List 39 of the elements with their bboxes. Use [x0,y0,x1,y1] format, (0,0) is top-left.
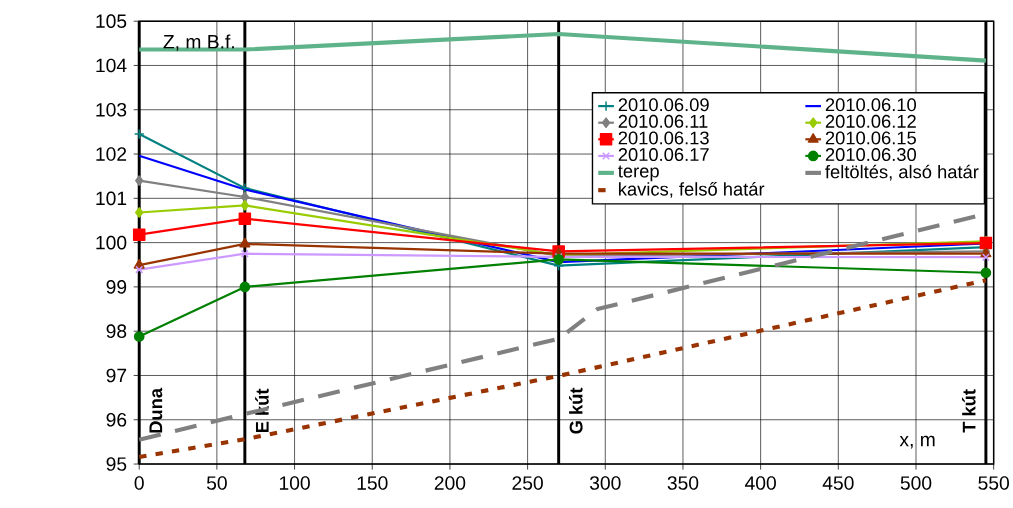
ref-line-label: T kút [961,389,976,433]
x-tick-label: 350 [667,476,699,490]
x-tick-label: 250 [512,476,543,490]
y-tick-label: 98 [106,324,127,338]
legend-label: 2010.06.30 [825,147,917,161]
legend-label: 2010.06.11 [618,114,708,128]
x-tick-label: 200 [434,476,466,490]
x-tick-label: 0 [134,476,144,490]
y-tick-label: 102 [96,147,127,161]
x-tick-label: 300 [589,476,621,490]
ref-line-label: Duna [149,387,163,433]
y-tick-label: 96 [106,412,127,427]
x-tick-label: 50 [206,476,227,490]
legend-label: kavics, felső határ [619,181,765,198]
y-axis-title: Z, m B.f. [163,34,234,51]
x-tick-label: 150 [357,476,388,490]
y-tick-label: 100 [96,235,127,250]
y-tick-label: 105 [96,14,127,28]
legend-label: terep [618,165,659,182]
y-tick-label: 97 [106,368,127,383]
ref-line-label: G kút [568,387,583,434]
x-tick-label: 400 [745,476,776,490]
x-tick-label: 450 [822,476,854,490]
y-tick-label: 104 [96,58,127,73]
x-axis-title: x, m [899,435,935,449]
legend-label: 2010.06.15 [825,131,916,145]
y-tick-label: 99 [106,279,127,294]
y-tick-label: 103 [96,102,127,117]
legend-label: 2010.06.12 [825,114,916,128]
legend-label: feltöltés, alsó határ [825,164,979,181]
x-tick-label: 550 [978,476,1009,490]
legend-label: 2010.06.13 [618,131,709,145]
x-tick-label: 100 [279,476,310,490]
legend-label: 2010.06.09 [618,98,709,112]
y-tick-label: 95 [106,457,127,471]
x-tick-label: 500 [900,476,932,490]
legend-label: 2010.06.17 [618,147,709,161]
y-tick-label: 101 [96,191,127,206]
legend-label: 2010.06.10 [825,98,917,112]
